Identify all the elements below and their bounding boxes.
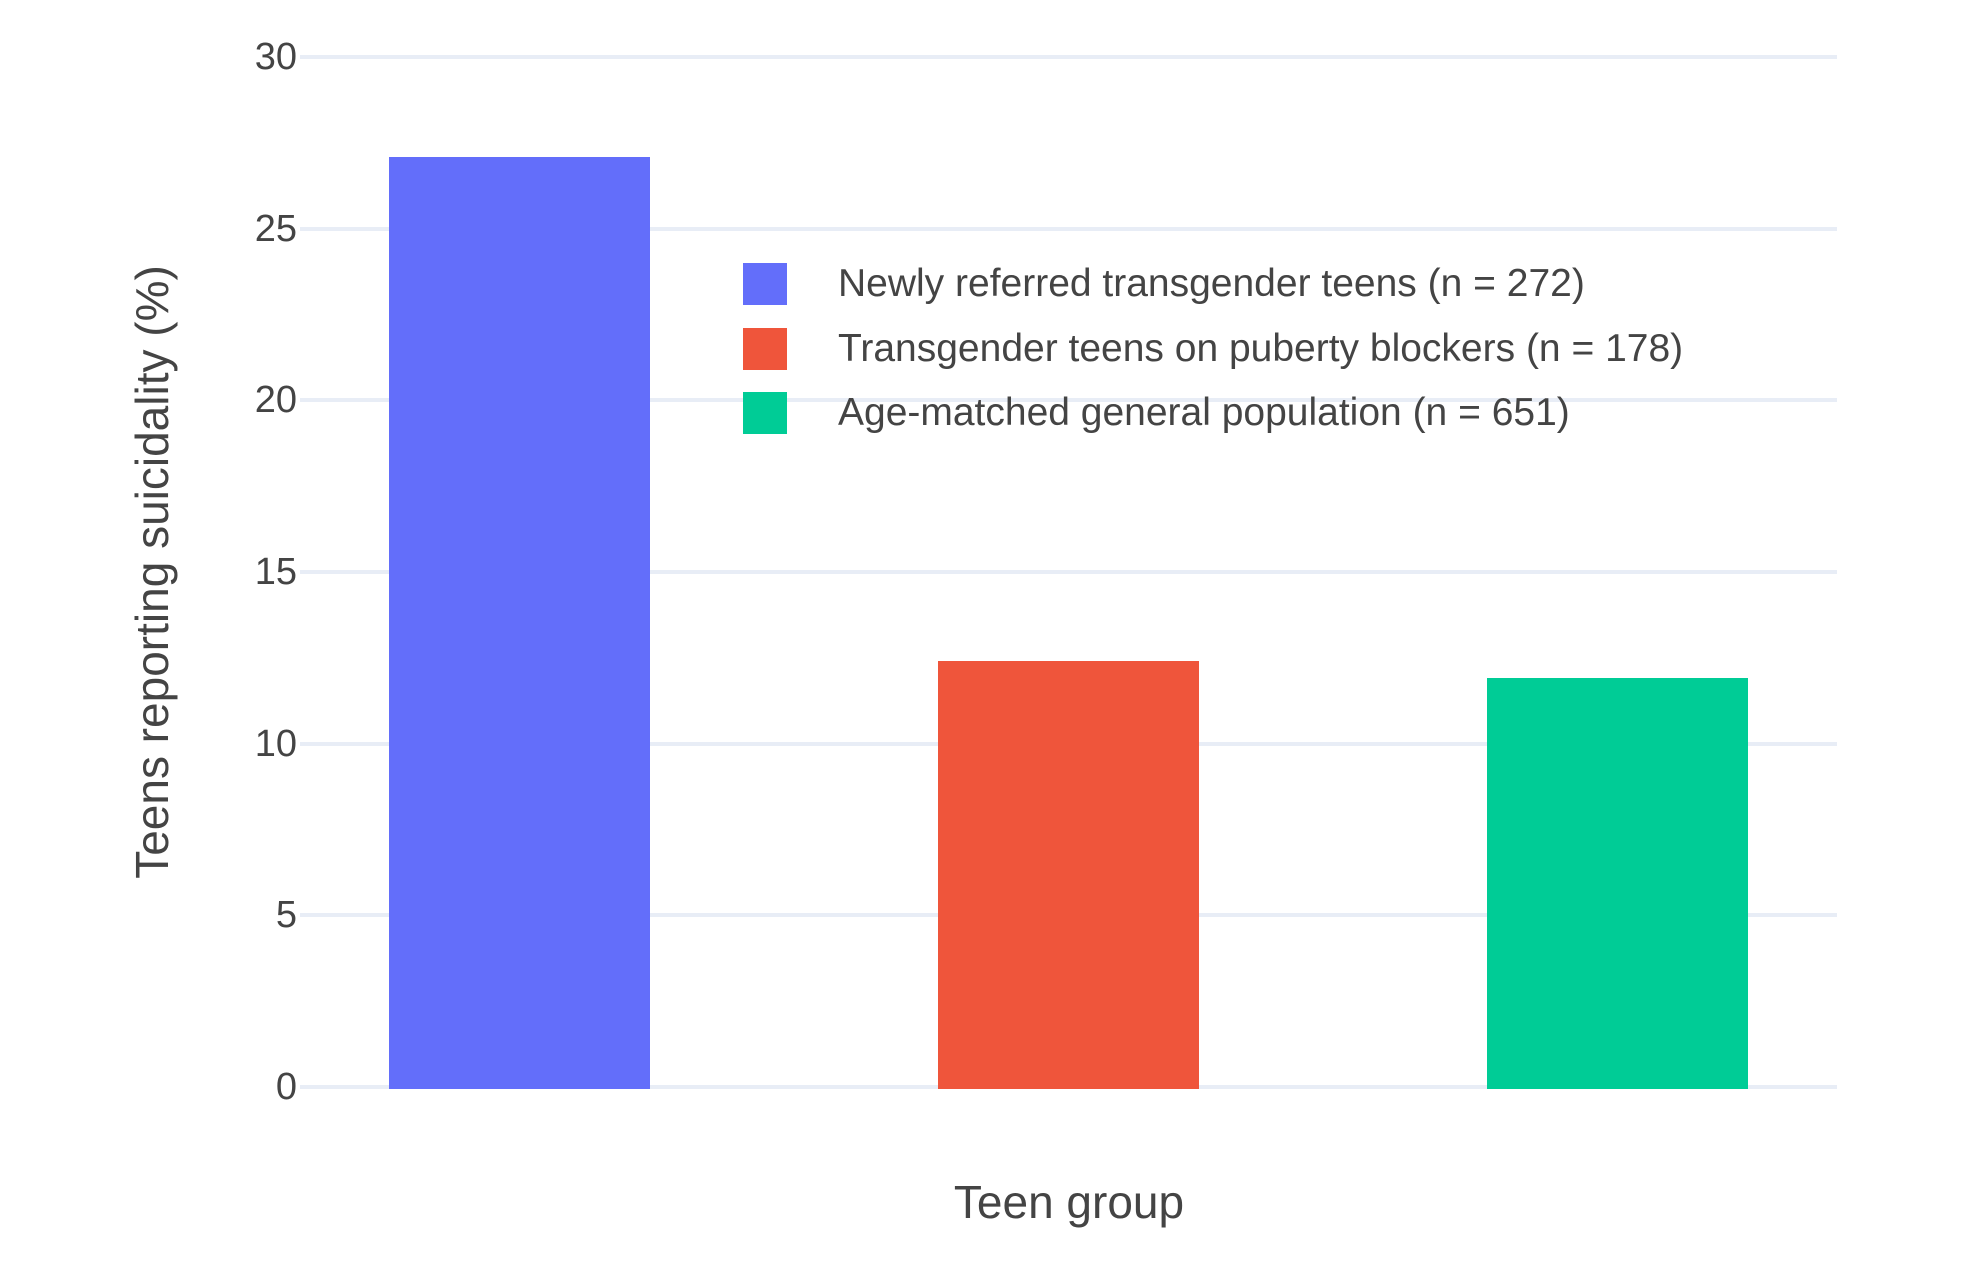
- y-tick-label-0: 0: [275, 1066, 297, 1108]
- bar-3[interactable]: [1487, 678, 1748, 1089]
- legend-item-2[interactable]: Transgender teens on puberty blockers (n…: [743, 328, 1683, 370]
- gridline-y-25: [300, 226, 1837, 231]
- bar-1[interactable]: [389, 156, 650, 1089]
- y-tick-label-30: 30: [254, 36, 297, 78]
- y-tick-label-5: 5: [275, 894, 297, 937]
- legend-item-label: Newly referred transgender teens (n = 27…: [838, 262, 1585, 305]
- legend-item-1[interactable]: Newly referred transgender teens (n = 27…: [743, 263, 1585, 305]
- y-tick-label-20: 20: [254, 379, 297, 422]
- legend-item-label: Transgender teens on puberty blockers (n…: [838, 327, 1684, 370]
- gridline-y-30: [300, 55, 1837, 59]
- gridline-y-20: [300, 398, 1837, 403]
- x-axis-title: Teen group: [953, 1176, 1185, 1228]
- legend-swatch-icon: [743, 263, 787, 305]
- y-tick-label-25: 25: [254, 207, 297, 250]
- y-tick-label-15: 15: [254, 551, 297, 593]
- bar-2[interactable]: [938, 661, 1199, 1089]
- legend-item-label: Age-matched general population (n = 651): [838, 391, 1570, 434]
- y-tick-label-10: 10: [254, 722, 297, 765]
- legend-swatch-icon: [743, 328, 787, 370]
- y-axis-title: Teens reporting suicidality (%): [126, 265, 178, 879]
- legend-swatch-icon: [743, 392, 787, 434]
- gridline-y-15: [300, 570, 1837, 574]
- legend-item-3[interactable]: Age-matched general population (n = 651): [743, 392, 1570, 434]
